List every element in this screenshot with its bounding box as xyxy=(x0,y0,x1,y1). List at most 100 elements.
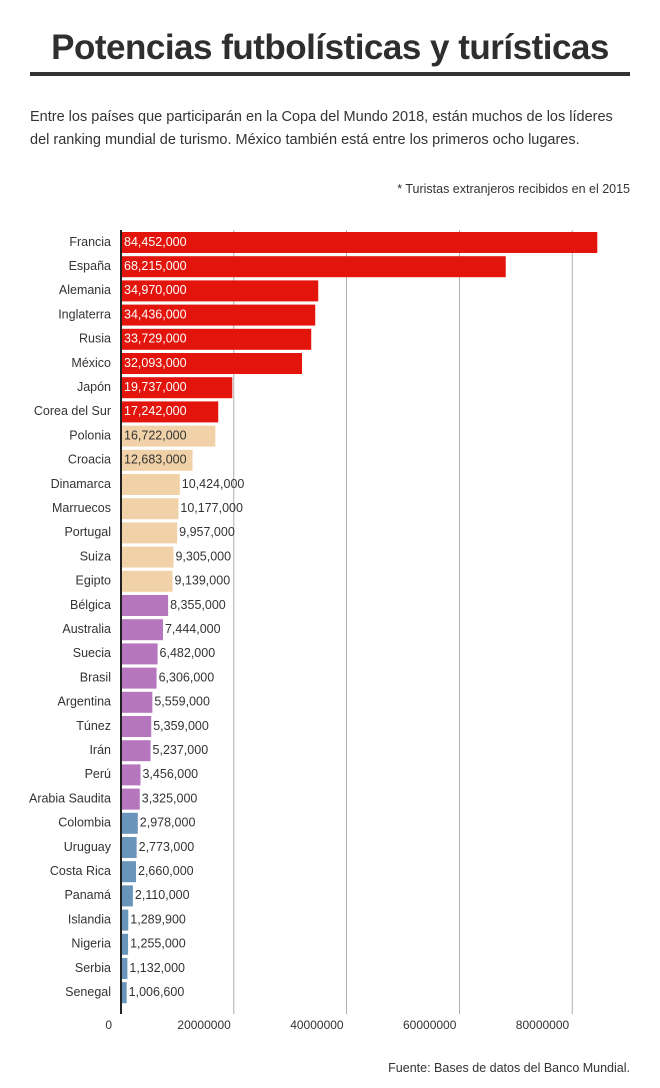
bar xyxy=(121,885,133,907)
value-label: 5,559,000 xyxy=(154,695,210,709)
value-label: 6,306,000 xyxy=(159,670,215,684)
bar xyxy=(121,933,129,955)
value-label: 17,242,000 xyxy=(124,404,187,418)
x-tick-label: 60000000 xyxy=(403,1018,457,1032)
category-label: Uruguay xyxy=(64,840,112,854)
category-label: Serbia xyxy=(75,961,111,975)
bar xyxy=(121,377,233,399)
bar xyxy=(121,740,151,762)
value-label: 3,456,000 xyxy=(142,767,198,781)
value-label: 34,970,000 xyxy=(124,283,187,297)
bar xyxy=(121,498,179,520)
category-label: Portugal xyxy=(64,525,111,539)
value-label: 6,482,000 xyxy=(160,646,216,660)
x-tick-label: 80000000 xyxy=(516,1018,570,1032)
value-label: 84,452,000 xyxy=(124,235,187,249)
bar xyxy=(121,595,169,616)
bar-chart: Francia España Alemania Inglaterra Rusia Méxi… xyxy=(29,230,598,1032)
bar xyxy=(121,425,216,447)
category-label: México xyxy=(71,356,111,370)
x-tick-label: 0 xyxy=(105,1018,112,1032)
category-label: Francia xyxy=(69,235,111,249)
bar xyxy=(121,982,127,1004)
value-label: 9,305,000 xyxy=(175,549,231,563)
category-label: Egipto xyxy=(76,574,111,588)
value-label: 16,722,000 xyxy=(124,428,187,442)
category-labels: Francia España Alemania Inglaterra Rusia Méxi… xyxy=(29,235,112,999)
value-label: 33,729,000 xyxy=(124,332,187,346)
chart-title: Potencias futbolísticas y turísticas xyxy=(51,28,609,67)
category-label: Croacia xyxy=(68,453,111,467)
category-label: Islandia xyxy=(68,912,111,926)
value-label: 2,773,000 xyxy=(139,840,195,854)
bar xyxy=(121,667,157,689)
category-label: España xyxy=(69,259,111,273)
category-label: Arabia Saudita xyxy=(29,791,111,805)
x-tick-label: 20000000 xyxy=(177,1018,231,1032)
category-label: Senegal xyxy=(65,985,111,999)
category-label: Costa Rica xyxy=(50,864,111,878)
category-label: Colombia xyxy=(58,816,111,830)
category-label: Marruecos xyxy=(52,501,111,515)
value-label: 7,444,000 xyxy=(165,622,221,636)
value-label: 10,424,000 xyxy=(182,477,245,491)
bar xyxy=(121,522,178,544)
value-label: 9,957,000 xyxy=(179,525,235,539)
data-note: * Turistas extranjeros recibidos en el 2… xyxy=(397,182,630,196)
category-label: Suiza xyxy=(80,549,111,563)
bar xyxy=(121,861,137,883)
value-label: 68,215,000 xyxy=(124,259,187,273)
value-label: 12,683,000 xyxy=(124,453,187,467)
value-label: 1,006,600 xyxy=(129,985,185,999)
bar xyxy=(121,328,312,350)
bar xyxy=(121,474,180,495)
bar xyxy=(121,643,158,665)
bar xyxy=(121,570,173,592)
bar xyxy=(121,788,140,810)
source-note: Fuente: Bases de datos del Banco Mundial… xyxy=(388,1061,630,1075)
bar xyxy=(121,232,598,253)
value-label: 8,355,000 xyxy=(170,598,226,612)
value-label: 19,737,000 xyxy=(124,380,187,394)
bar xyxy=(121,280,319,302)
bar xyxy=(121,546,174,568)
bar xyxy=(121,619,163,641)
bar xyxy=(121,449,193,471)
value-label: 10,177,000 xyxy=(180,501,243,515)
value-label: 5,359,000 xyxy=(153,719,209,733)
bar xyxy=(121,304,316,326)
value-label: 1,289,900 xyxy=(130,912,186,926)
bar xyxy=(121,909,129,931)
x-tick-label: 40000000 xyxy=(290,1018,344,1032)
category-label: Nigeria xyxy=(71,937,111,951)
category-label: Argentina xyxy=(57,695,111,709)
value-label: 3,325,000 xyxy=(142,791,198,805)
value-label: 2,110,000 xyxy=(135,888,190,902)
category-label: Túnez xyxy=(76,719,111,733)
bar xyxy=(121,691,153,713)
value-label: 34,436,000 xyxy=(124,307,187,321)
category-label: Corea del Sur xyxy=(34,404,111,418)
category-label: Rusia xyxy=(79,332,111,346)
category-label: Perú xyxy=(85,767,111,781)
value-label: 2,660,000 xyxy=(138,864,194,878)
category-label: Australia xyxy=(62,622,111,636)
axis: 0 20000000 40000000 60000000 80000000 xyxy=(105,230,570,1032)
bar xyxy=(121,353,303,374)
value-label: 1,132,000 xyxy=(129,961,185,975)
category-label: Bélgica xyxy=(70,598,111,612)
category-label: Panamá xyxy=(64,888,111,902)
bar xyxy=(121,812,138,834)
value-label: 5,237,000 xyxy=(153,743,209,757)
bar xyxy=(121,837,137,858)
category-label: Polonia xyxy=(69,428,111,442)
value-label: 1,255,000 xyxy=(130,937,186,951)
category-label: Inglaterra xyxy=(58,307,111,321)
bar xyxy=(121,256,506,278)
value-label: 2,978,000 xyxy=(140,816,196,830)
bar xyxy=(121,958,128,979)
category-label: Japón xyxy=(77,380,111,394)
category-label: Alemania xyxy=(59,283,111,297)
category-label: Dinamarca xyxy=(51,477,111,491)
intro-text: Entre los países que participarán en la … xyxy=(30,109,613,148)
